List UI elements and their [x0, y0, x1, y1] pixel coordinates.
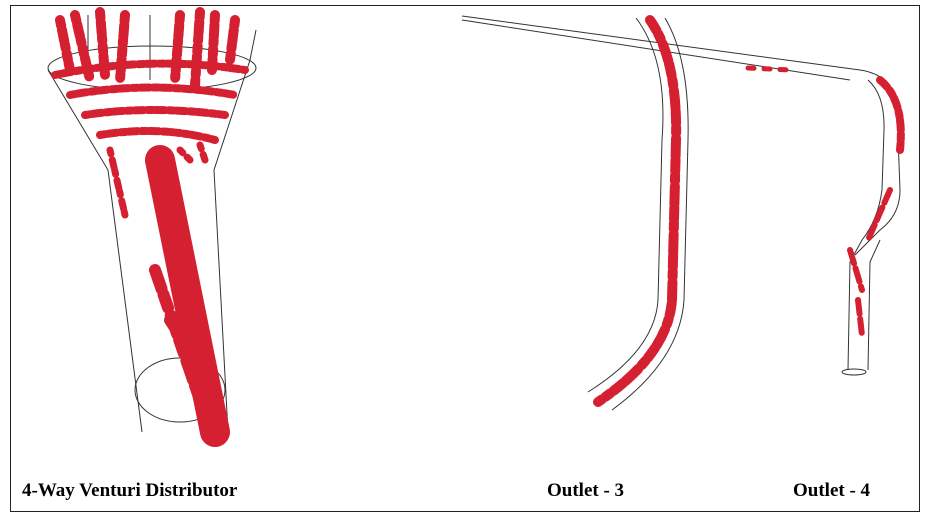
- panel-label: Outlet - 4: [793, 480, 871, 501]
- frame: [11, 6, 920, 512]
- panel-label: Outlet - 3: [547, 480, 624, 501]
- figure: 4-Way Venturi Distributor Outlet - 3 Out…: [0, 0, 925, 517]
- panel-label: 4-Way Venturi Distributor: [22, 480, 238, 501]
